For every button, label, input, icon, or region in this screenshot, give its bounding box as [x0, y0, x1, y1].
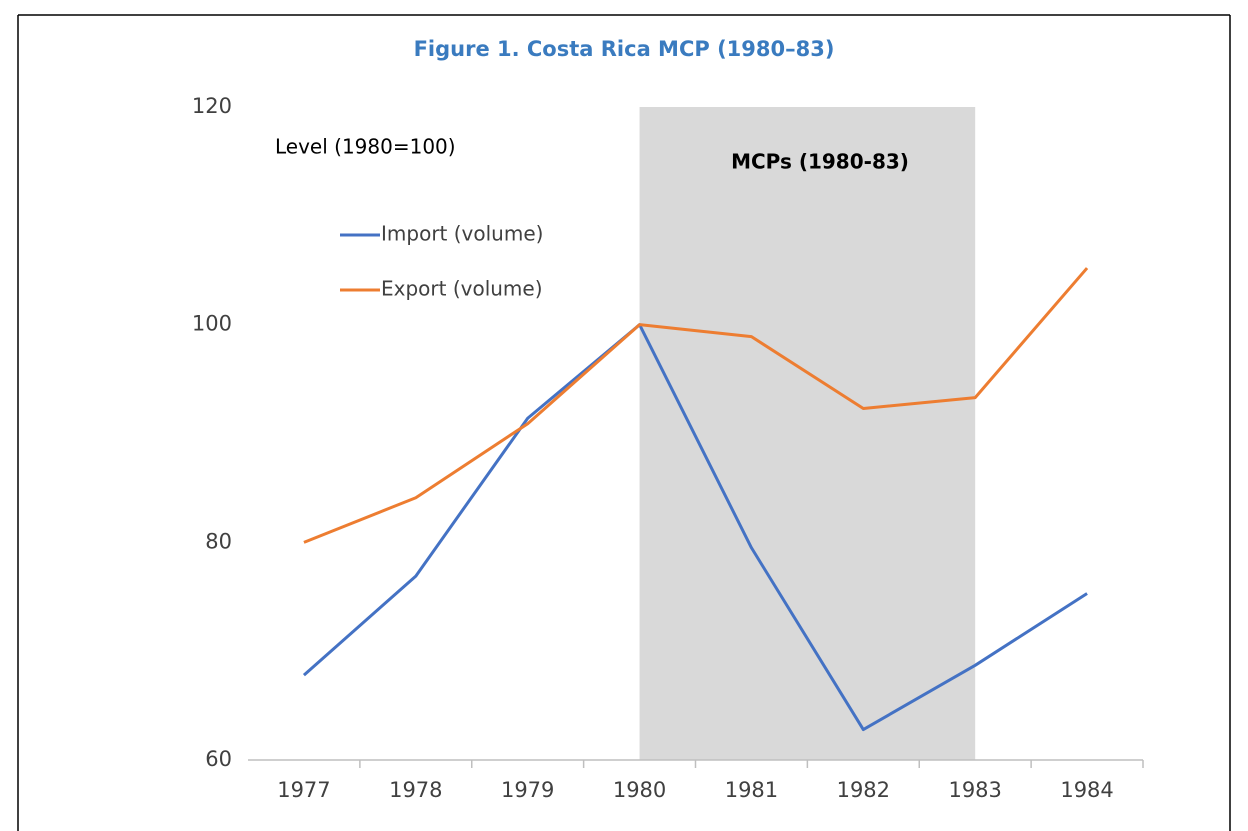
y-tick-label: 120 [192, 94, 232, 118]
y-tick-label: 60 [205, 747, 232, 771]
y-tick-label: 80 [205, 529, 232, 553]
series-line [303, 267, 1089, 544]
x-tick-label: 1984 [1060, 778, 1113, 802]
shade-layer [639, 107, 976, 760]
x-tick-label: 1978 [389, 778, 442, 802]
x-tick-label: 1981 [725, 778, 778, 802]
chart-title: Figure 1. Costa Rica MCP (1980–83) [414, 37, 835, 61]
x-tick-label: 1982 [837, 778, 890, 802]
x-tick-label: 1977 [277, 778, 330, 802]
y-tick-label: 100 [192, 312, 232, 336]
shaded-period [639, 107, 976, 760]
x-tick-label: 1979 [501, 778, 554, 802]
series-line [302, 323, 1088, 732]
legend-label: Export (volume) [381, 277, 543, 301]
annotation: MCPs (1980-83) [731, 150, 909, 174]
x-tick-label: 1983 [948, 778, 1001, 802]
legend-label: Import (volume) [381, 222, 543, 246]
x-tick-label: 1980 [613, 778, 666, 802]
annotation: Level (1980=100) [275, 135, 456, 159]
